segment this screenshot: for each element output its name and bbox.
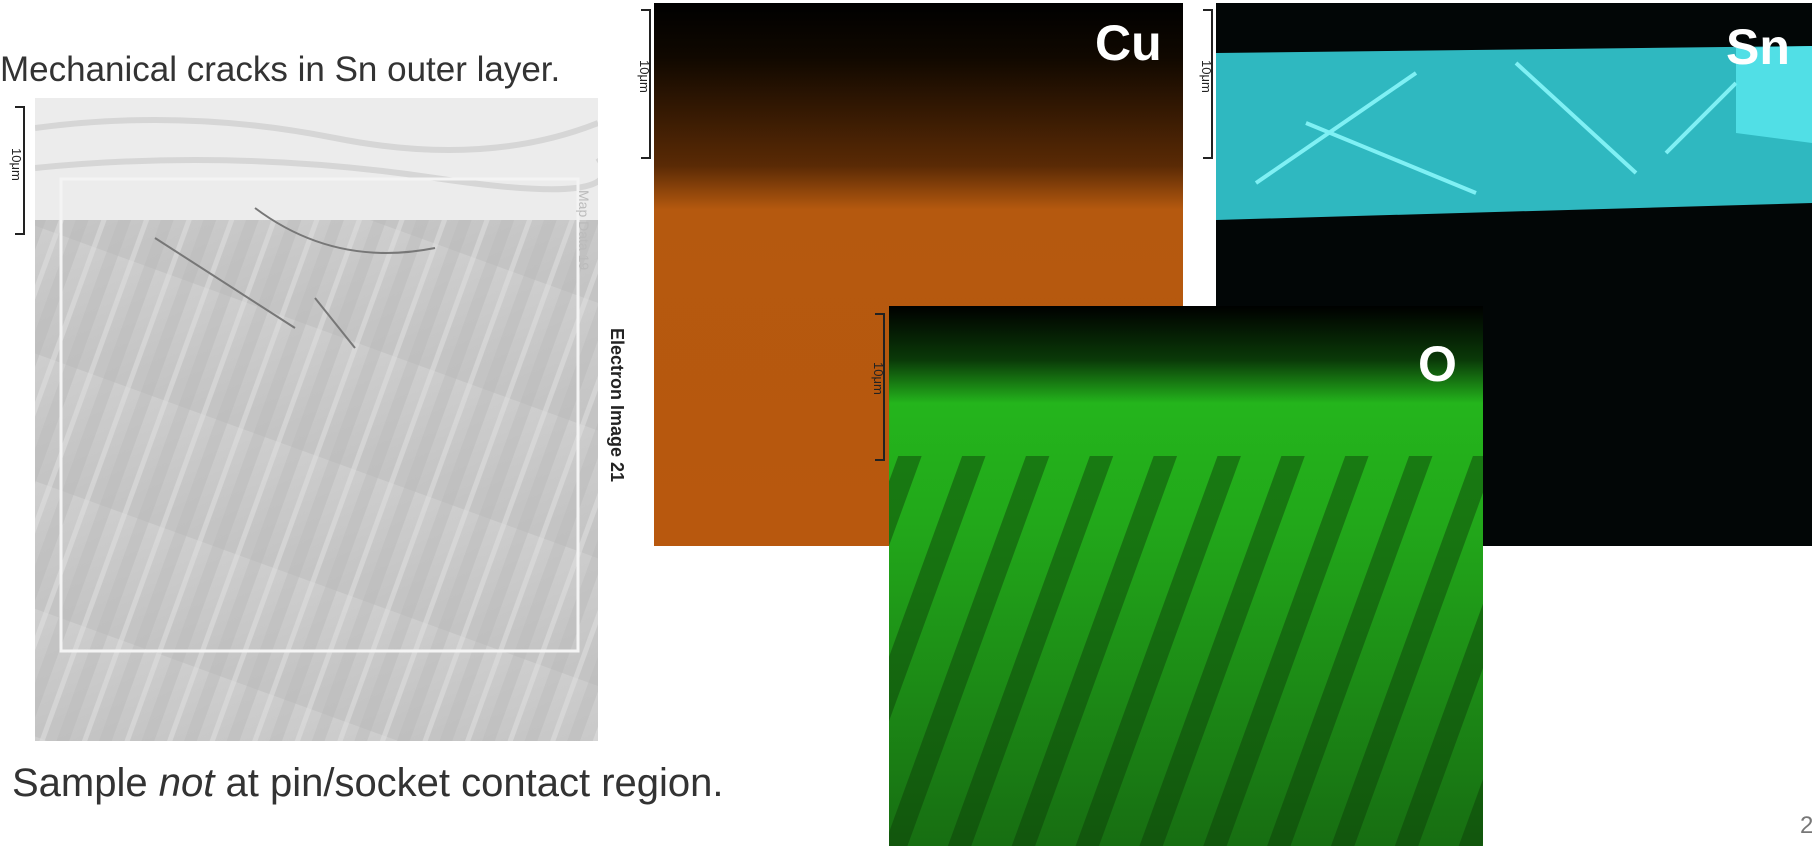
element-label: Cu <box>1095 14 1162 72</box>
caption-top: Mechanical cracks in Sn outer layer. <box>0 50 560 90</box>
map-label: Map Data 19 <box>576 190 592 270</box>
caption-text: Sample <box>12 761 159 805</box>
scale-label: 10μm <box>1199 60 1214 93</box>
scale-label: 10μm <box>9 148 24 181</box>
image-label: Electron Image 21 <box>606 328 627 482</box>
electron-image <box>35 98 598 741</box>
caption-emphasis: not <box>159 761 215 805</box>
slide: Mechanical cracks in Sn outer layer. 10μ… <box>0 0 1812 846</box>
scale-label: 10μm <box>637 60 652 93</box>
caption-bottom: Sample not at pin/socket contact region. <box>12 761 724 806</box>
scale-label: 10μm <box>871 362 886 395</box>
element-label: O <box>1418 335 1457 393</box>
page-number: 2 <box>1800 812 1812 840</box>
o-map <box>889 306 1483 846</box>
element-label: Sn <box>1726 18 1790 76</box>
caption-text: at pin/socket contact region. <box>214 761 723 805</box>
